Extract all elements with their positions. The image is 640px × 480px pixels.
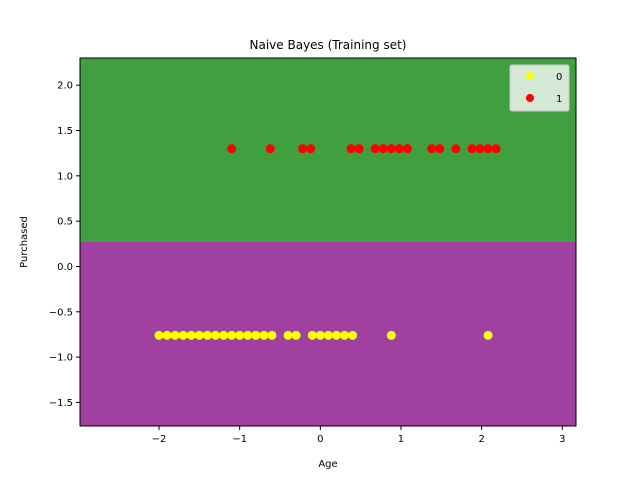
data-point-class-0 [386,330,396,340]
data-point-class-1 [427,144,437,154]
data-point-class-0 [170,330,180,340]
data-point-class-0 [348,330,358,340]
data-point-class-0 [162,330,172,340]
y-tick-label: −1.0 [49,353,73,364]
data-point-class-0 [186,330,196,340]
data-point-class-0 [291,330,301,340]
x-tick-label: 0 [317,434,323,445]
x-axis-label: Age [318,459,337,470]
data-point-class-0 [323,330,333,340]
plot-frame [79,57,577,427]
data-point-class-0 [243,330,253,340]
data-point-class-1 [378,144,388,154]
data-point-class-1 [370,144,380,154]
y-tick-label: 1.5 [57,126,73,137]
data-point-class-0 [307,330,317,340]
legend-label-0: 0 [556,72,562,83]
data-point-class-1 [346,144,356,154]
data-point-class-1 [386,144,396,154]
legend: 0 1 [509,64,570,112]
y-axis: −1.5 −1.0 −0.5 0.0 0.5 1.0 1.5 2.0 [49,81,80,409]
data-point-class-0 [178,330,188,340]
data-point-class-1 [475,144,485,154]
data-point-class-1 [467,144,477,154]
x-tick-label: −1 [232,434,247,445]
y-tick-label: 1.0 [57,171,73,182]
data-point-class-1 [227,144,237,154]
data-point-class-0 [235,330,245,340]
data-point-class-1 [394,144,404,154]
data-point-class-1 [265,144,275,154]
data-point-class-1 [451,144,461,154]
data-point-class-1 [491,144,501,154]
legend-marker-0 [526,72,534,80]
data-point-class-0 [259,330,269,340]
data-point-class-0 [194,330,204,340]
data-point-class-1 [298,144,308,154]
x-axis: −2 −1 0 1 2 3 [152,426,565,445]
data-point-class-0 [210,330,220,340]
data-point-class-0 [315,330,325,340]
legend-box [509,64,570,112]
data-point-class-0 [331,330,341,340]
x-tick-label: 3 [559,434,565,445]
data-point-class-0 [251,330,261,340]
data-point-class-1 [306,144,316,154]
data-points [154,144,501,340]
data-point-class-0 [283,330,293,340]
data-point-class-1 [402,144,412,154]
data-point-class-1 [483,144,493,154]
data-point-class-0 [154,330,164,340]
y-tick-label: 0.0 [57,262,73,273]
x-tick-label: −2 [152,434,167,445]
y-axis-label: Purchased [19,216,30,268]
data-point-class-0 [202,330,212,340]
data-point-class-0 [219,330,229,340]
y-tick-label: −0.5 [49,307,73,318]
y-tick-label: 2.0 [57,81,73,92]
data-point-class-1 [435,144,445,154]
data-point-class-0 [483,330,493,340]
x-tick-label: 2 [478,434,484,445]
data-point-class-1 [354,144,364,154]
chart-title: Naive Bayes (Training set) [250,38,407,52]
y-tick-label: 0.5 [57,217,73,228]
plot-area [80,58,576,426]
legend-label-1: 1 [556,94,562,105]
data-point-class-0 [267,330,277,340]
y-tick-label: −1.5 [49,398,73,409]
x-tick-label: 1 [398,434,404,445]
data-point-class-0 [227,330,237,340]
class-1-region [80,58,576,242]
data-point-class-0 [340,330,350,340]
legend-marker-1 [526,94,534,102]
